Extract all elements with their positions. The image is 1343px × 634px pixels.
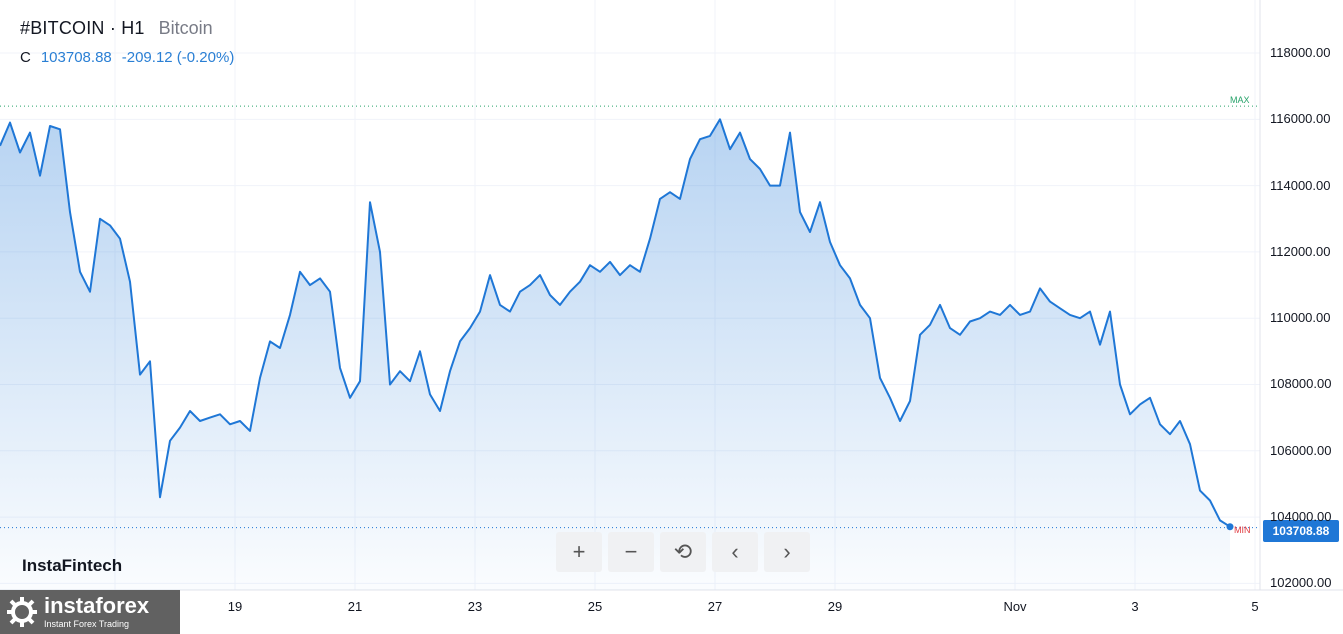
gear-logo-icon [7, 597, 37, 627]
instafintech-wordmark: InstaFintech [22, 556, 123, 575]
instrument-name: Bitcoin [158, 18, 213, 38]
time-tick-label: 23 [467, 599, 483, 614]
time-tick-label: 25 [587, 599, 603, 614]
price-tick-label: 102000.00 [1270, 575, 1332, 591]
instaforex-logo[interactable]: instaforex Instant Forex Trading [0, 590, 180, 634]
price-tick-label: 118000.00 [1270, 45, 1331, 61]
price-tick-label: 114000.00 [1270, 177, 1331, 193]
time-tick-label: 29 [827, 599, 843, 614]
time-tick-label: 27 [707, 599, 723, 614]
reset-chart-button[interactable]: ⟲ [660, 532, 706, 572]
brand-name: instaforex [44, 593, 150, 618]
price-line [0, 118, 1231, 528]
time-tick-label: 19 [227, 599, 243, 614]
time-tick-label: 5 [1251, 599, 1259, 614]
last-price-tag: 103708.88 [1263, 520, 1339, 542]
time-tick-label: Nov [1003, 599, 1027, 614]
price-tick-label: 104000.00 [1270, 509, 1332, 525]
price-tick-label: 116000.00 [1270, 111, 1331, 127]
last-price-dot [1226, 523, 1234, 531]
price-tick-label: 108000.00 [1270, 376, 1332, 392]
price-tick-label: 106000.00 [1270, 442, 1332, 458]
close-value: 103708.88 [40, 49, 112, 66]
time-tick-label: 3 [1131, 599, 1139, 614]
chart-header: #BITCOIN · H1 Bitcoin C 103708.88 -209.1… [20, 18, 234, 66]
max-label: MAX [1230, 95, 1250, 105]
price-tick-label: 112000.00 [1270, 243, 1331, 259]
scroll-right-button[interactable]: › [764, 532, 810, 572]
price-change: -209.12 (-0.20%) [121, 49, 235, 66]
zoom-out-button[interactable]: − [608, 532, 654, 572]
scroll-left-button[interactable]: ‹ [712, 532, 758, 572]
chart-controls: + − ⟲ ‹ › [556, 532, 810, 572]
price-area [0, 119, 1230, 591]
close-label: C [20, 49, 31, 66]
brand-tagline: Instant Forex Trading [44, 619, 130, 629]
zoom-in-button[interactable]: + [556, 532, 602, 572]
symbol-title: #BITCOIN · H1 [20, 18, 145, 38]
time-tick-label: 21 [347, 599, 363, 614]
price-tick-label: 110000.00 [1270, 310, 1331, 326]
min-label: MIN [1234, 525, 1251, 535]
